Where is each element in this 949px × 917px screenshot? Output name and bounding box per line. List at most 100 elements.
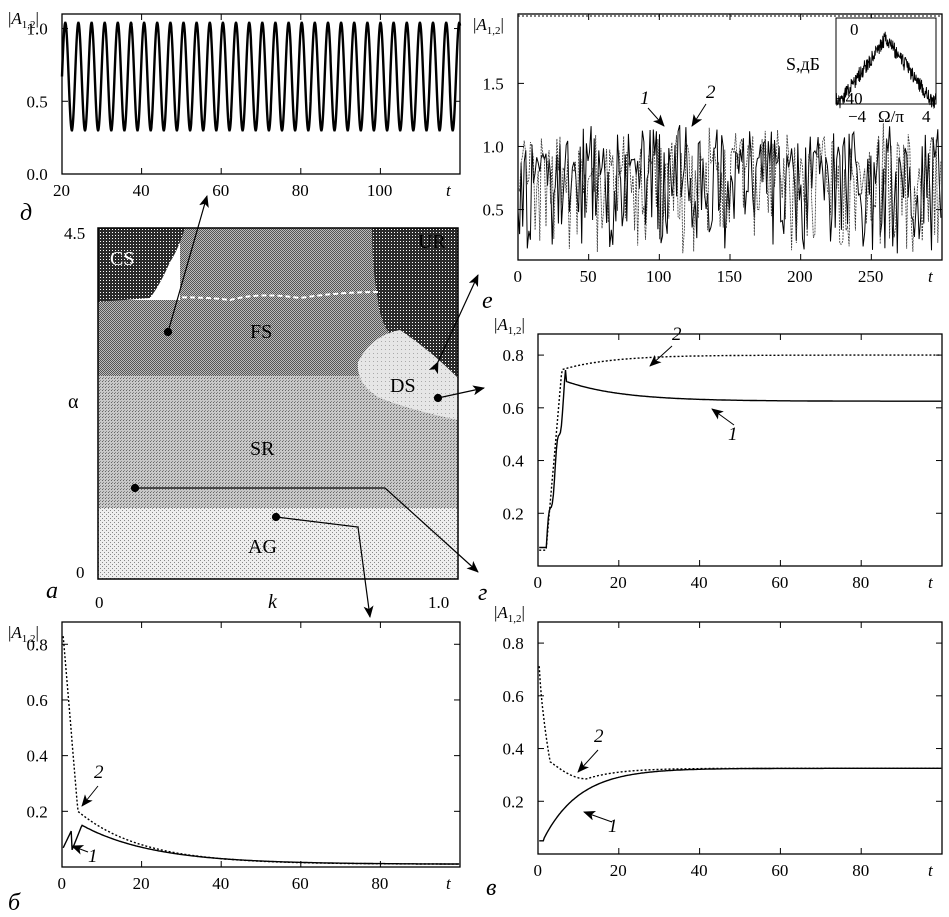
b-series-1-pointer	[71, 845, 89, 855]
region-label-sr: SR	[250, 438, 275, 460]
g-x-tick-label: 40	[691, 573, 708, 592]
e-series-2-label: 2	[706, 82, 716, 103]
arrow-to-d	[167, 195, 209, 333]
d-y-tick-label: 0.0	[27, 165, 48, 184]
e-inset-x-tick-0: −4	[848, 107, 867, 126]
b-y-tick-label: 0.8	[27, 635, 48, 654]
e-x-tick-label: 200	[787, 267, 813, 286]
b-y-tick-label: 0.4	[27, 747, 49, 766]
v-series-2-label: 2	[594, 726, 604, 747]
e-y-tick-label: 0.5	[483, 201, 504, 220]
b-x-tick-label: 0	[58, 874, 67, 893]
g-series-2	[539, 354, 942, 551]
v-y-axis-label: |A1,2|	[494, 603, 525, 625]
g-x-tick-label: 80	[852, 573, 869, 592]
g-y-tick-label: 0.8	[503, 346, 524, 365]
panel-label-g: г	[478, 580, 487, 606]
region-fs-top	[180, 228, 380, 300]
e-x-axis-label: t	[928, 267, 934, 286]
v-series-1-label: 1	[608, 816, 618, 837]
panel-g-plot: 0 20 40 60 80 0.2 0.4 0.6 0.8 t |A1,2| г 1 2	[478, 315, 943, 606]
v-y-tick-label: 0.4	[503, 740, 525, 759]
b-series-2-label: 2	[94, 762, 104, 783]
g-x-tick-label: 60	[771, 573, 788, 592]
g-y-tick-label: 0.4	[503, 452, 525, 471]
b-series-2	[62, 636, 460, 865]
g-series-2-label: 2	[672, 324, 682, 345]
b-x-tick-label: 60	[292, 874, 309, 893]
v-series-1	[539, 767, 942, 842]
d-x-tick-label: 80	[292, 181, 309, 200]
arrow-to-e	[428, 274, 479, 375]
v-x-tick-label: 0	[534, 861, 543, 880]
d-frame	[61, 13, 461, 175]
a-y-tick-top: 4.5	[64, 224, 85, 243]
panel-d-plot: 20 40 60 80 100 0.0 0.5 1.0 t |A1,2| д	[8, 9, 462, 226]
e-y-tick-label: 1.0	[483, 137, 504, 156]
v-frame	[537, 621, 943, 855]
panel-e-plot: 0 50 100 150 200 250 0.5 1.0 1.5 t |A1,2| е 1 2 0 −40 S,…	[473, 13, 943, 314]
a-x-tick-right: 1.0	[428, 593, 449, 612]
b-series-2-pointer	[81, 785, 99, 807]
v-y-tick-label: 0.2	[503, 792, 524, 811]
g-series-1-label: 1	[728, 424, 738, 445]
region-label-ag: AG	[248, 536, 277, 558]
a-x-tick-left: 0	[95, 593, 104, 612]
g-x-axis-label: t	[928, 573, 934, 592]
g-x-tick-label: 0	[534, 573, 543, 592]
d-x-axis-label: t	[446, 181, 452, 200]
panel-a-frame	[97, 227, 459, 580]
region-cs	[98, 228, 185, 302]
panel-label-b: б	[8, 890, 21, 916]
e-inset-y-tick-0: 0	[850, 20, 859, 39]
a-y-tick-bottom: 0	[76, 563, 85, 582]
b-y-axis-label: |A1,2|	[8, 623, 39, 645]
panel-b-plot: 0 20 40 60 80 0.2 0.4 0.6 0.8 t |A1,2| б 2 1	[8, 621, 461, 916]
b-series-1	[62, 824, 460, 865]
b-x-tick-label: 40	[212, 874, 229, 893]
e-series-2	[517, 123, 942, 254]
g-series-1	[539, 369, 942, 549]
e-series-1-label: 1	[640, 88, 650, 109]
g-y-axis-label: |A1,2|	[494, 315, 525, 337]
region-label-fs: FS	[250, 321, 272, 343]
b-y-tick-label: 0.2	[27, 802, 48, 821]
e-inset-spectrum	[835, 31, 937, 110]
g-y-tick-label: 0.2	[503, 504, 524, 523]
b-x-tick-label: 80	[371, 874, 388, 893]
v-x-tick-label: 60	[771, 861, 788, 880]
region-ds	[357, 330, 458, 420]
b-frame	[61, 621, 461, 868]
region-label-ds: DS	[390, 375, 416, 397]
v-y-tick-label: 0.6	[503, 687, 524, 706]
g-y-tick-label: 0.6	[503, 399, 524, 418]
v-series-2-pointer	[577, 749, 599, 773]
b-series-1-label: 1	[88, 846, 98, 867]
e-inset-frame	[835, 17, 937, 105]
v-x-tick-label: 80	[852, 861, 869, 880]
region-label-ur: UR	[418, 231, 446, 253]
panel-v-plot: 0 20 40 60 80 0.2 0.4 0.6 0.8 t |A1,2| в 2 1	[486, 603, 943, 901]
e-inset-y-label: S,дБ	[786, 54, 820, 74]
b-x-tick-label: 20	[133, 874, 150, 893]
panel-label-d: д	[20, 200, 32, 226]
d-x-tick-label: 20	[53, 181, 70, 200]
e-series-1-pointer	[647, 107, 665, 127]
g-series-1-pointer	[711, 408, 735, 426]
e-y-tick-label: 1.5	[483, 74, 504, 93]
d-x-tick-label: 40	[133, 181, 150, 200]
d-y-tick-label: 1.0	[27, 20, 48, 39]
arrow-to-g	[437, 385, 485, 399]
d-x-tick-label: 100	[367, 181, 393, 200]
d-series-line	[60, 21, 462, 132]
e-x-tick-label: 150	[717, 267, 743, 286]
connector-arrows	[130, 195, 485, 618]
e-x-tick-label: 0	[514, 267, 523, 286]
e-x-tick-label: 250	[858, 267, 884, 286]
a-x-axis-label: k	[268, 591, 278, 613]
b-x-axis-label: t	[446, 874, 452, 893]
e-inset-x-tick-1: 4	[922, 107, 931, 126]
e-inset-y-tick-1: −40	[836, 89, 863, 108]
v-y-tick-label: 0.8	[503, 634, 524, 653]
